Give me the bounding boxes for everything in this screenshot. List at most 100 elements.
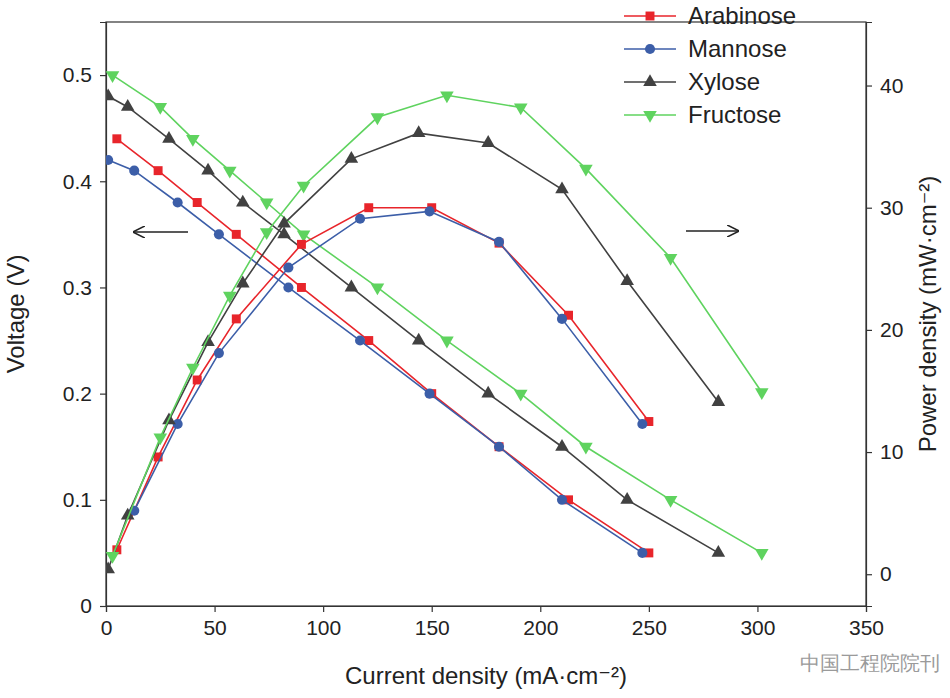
data-point bbox=[412, 125, 426, 137]
x-axis-tick-label: 0 bbox=[101, 616, 113, 639]
series-line bbox=[134, 211, 642, 510]
y-axis-tick-label: 0.4 bbox=[63, 169, 93, 192]
x-axis: 050100150200250300350 bbox=[101, 606, 884, 639]
legend-marker bbox=[643, 111, 657, 123]
data-point bbox=[283, 263, 293, 273]
data-point bbox=[664, 496, 678, 508]
y-axis-tick-label: 0.3 bbox=[63, 276, 92, 299]
x-axis-tick: 150 bbox=[415, 606, 450, 639]
y-axis-tick: 0.1 bbox=[63, 488, 106, 511]
data-point bbox=[106, 71, 119, 83]
data-point bbox=[153, 433, 167, 445]
data-point bbox=[297, 283, 306, 292]
x-axis-tick-mark bbox=[432, 606, 433, 612]
data-point bbox=[297, 182, 311, 194]
data-point bbox=[106, 155, 113, 165]
chart: 05010015020025030035000.10.20.30.40.5010… bbox=[0, 0, 950, 698]
y-axis-tick-label: 0.1 bbox=[63, 488, 92, 511]
data-point bbox=[494, 237, 504, 247]
x-axis-title: Current density (mA·cm⁻²) bbox=[345, 662, 627, 689]
y2-axis-tick: 10 bbox=[866, 440, 903, 463]
data-point bbox=[371, 284, 385, 296]
y2-axis-line bbox=[867, 23, 873, 607]
x-axis-tick: 350 bbox=[849, 606, 884, 639]
data-point bbox=[223, 167, 237, 179]
y-axis-tick-label: 0.5 bbox=[63, 63, 92, 86]
data-point bbox=[106, 552, 119, 564]
legend-label: Mannose bbox=[688, 35, 787, 62]
y2-axis-tick: 40 bbox=[866, 74, 903, 97]
y2-axis-tick-mark bbox=[866, 330, 872, 331]
data-point bbox=[755, 549, 769, 561]
y2-axis-tick-label: 0 bbox=[880, 562, 892, 585]
y-axis-tick-mark bbox=[100, 75, 106, 76]
y-axis-tick: 0 bbox=[80, 594, 106, 617]
x-axis-tick-label: 200 bbox=[523, 616, 558, 639]
y-axis-tick: 0.5 bbox=[63, 63, 106, 86]
y2-axis-tick-mark bbox=[866, 452, 872, 453]
series-line bbox=[117, 139, 649, 553]
y-axis-title: Voltage (V) bbox=[2, 255, 29, 374]
data-point bbox=[440, 91, 454, 103]
y2-axis-tick-label: 10 bbox=[880, 440, 903, 463]
data-point bbox=[106, 88, 115, 100]
x-axis-tick-mark bbox=[757, 606, 758, 612]
data-point bbox=[201, 334, 215, 346]
data-point bbox=[371, 113, 385, 125]
series-line bbox=[108, 96, 718, 553]
data-point bbox=[193, 376, 202, 385]
data-point bbox=[186, 135, 200, 147]
y2-axis-tick-label: 40 bbox=[880, 74, 903, 97]
data-point bbox=[193, 198, 202, 207]
data-point bbox=[579, 443, 593, 455]
data-point bbox=[153, 103, 167, 115]
data-point bbox=[364, 203, 373, 212]
y-axis-tick-mark bbox=[100, 181, 106, 182]
data-point bbox=[260, 199, 274, 211]
data-point bbox=[129, 166, 139, 176]
y2-axis-tick-mark bbox=[866, 85, 872, 86]
data-point bbox=[214, 348, 224, 358]
y2-axis-tick: 20 bbox=[866, 318, 903, 341]
legend: ArabinoseMannoseXyloseFructose bbox=[624, 2, 796, 128]
data-point bbox=[355, 214, 365, 224]
data-point bbox=[162, 131, 176, 143]
data-point bbox=[620, 273, 634, 285]
y-axis-tick-mark bbox=[100, 500, 106, 501]
watermark: 中国工程院院刊 bbox=[800, 652, 940, 674]
data-point bbox=[514, 390, 528, 402]
data-point bbox=[223, 292, 237, 304]
plot-frame bbox=[106, 22, 866, 606]
data-point bbox=[755, 388, 769, 400]
y2-axis-tick: 0 bbox=[866, 562, 892, 585]
x-axis-tick-label: 350 bbox=[849, 616, 884, 639]
y2-axis-tick: 30 bbox=[866, 196, 903, 219]
data-point bbox=[620, 492, 634, 504]
data-point bbox=[637, 419, 647, 429]
data-point bbox=[232, 230, 241, 239]
data-point bbox=[557, 495, 567, 505]
x-axis-tick: 50 bbox=[203, 606, 226, 639]
x-axis-tick-label: 250 bbox=[632, 616, 667, 639]
x-axis-tick: 100 bbox=[306, 606, 341, 639]
data-point bbox=[664, 254, 678, 266]
series-line bbox=[108, 133, 718, 569]
x-axis-tick: 250 bbox=[632, 606, 667, 639]
y-axis-tick-label: 0 bbox=[80, 594, 92, 617]
data-point bbox=[236, 195, 250, 207]
x-axis-tick-mark bbox=[649, 606, 650, 612]
data-point bbox=[214, 229, 224, 239]
y-axis-line bbox=[100, 23, 107, 607]
y-axis: 00.10.20.30.40.5 bbox=[63, 23, 107, 618]
data-point bbox=[355, 335, 365, 345]
legend-entry: Fructose bbox=[624, 101, 781, 128]
axis-arrow-left bbox=[134, 231, 188, 232]
data-point bbox=[494, 442, 504, 452]
series-line bbox=[113, 75, 762, 553]
data-point bbox=[283, 282, 293, 292]
legend-marker bbox=[646, 12, 655, 21]
data-point bbox=[121, 99, 135, 111]
data-point bbox=[412, 333, 426, 345]
axis-arrow-right bbox=[686, 230, 738, 231]
data-point bbox=[555, 439, 569, 451]
